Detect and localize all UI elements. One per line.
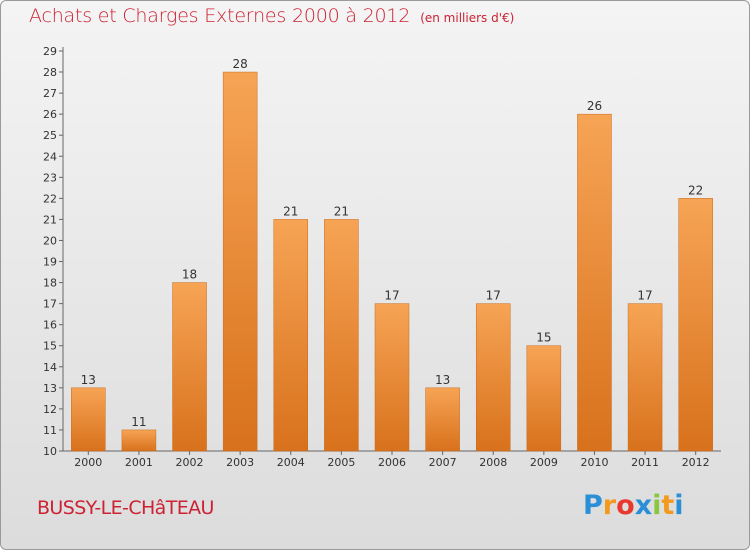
proxiti-logo: Proxiti: [583, 490, 684, 521]
chart-unit-label: (en milliers d'€): [420, 11, 515, 25]
x-tick-label: 2003: [226, 456, 254, 469]
bar: [678, 198, 713, 452]
data-label: 21: [283, 204, 298, 218]
bar: [526, 345, 562, 452]
y-tick-label: 19: [43, 256, 57, 269]
x-tick-label: 2012: [682, 456, 710, 469]
x-tick-label: 2006: [378, 456, 406, 469]
bar: [121, 429, 157, 452]
bar: [273, 219, 309, 452]
y-tick-label: 17: [43, 298, 57, 311]
data-label: 22: [688, 183, 703, 197]
y-tick-label: 13: [43, 382, 57, 395]
x-tick-label: 2010: [580, 456, 608, 469]
data-label: 18: [182, 268, 197, 282]
bar: [222, 71, 258, 452]
place-name: BUSSY-LE-CHâTEAU: [37, 497, 214, 519]
logo-letter: i: [652, 490, 662, 521]
x-tick-label: 2008: [479, 456, 507, 469]
data-label: 26: [587, 99, 602, 113]
y-tick-label: 28: [43, 66, 57, 79]
x-tick-label: 2009: [530, 456, 558, 469]
bar: [627, 303, 663, 452]
bar: [71, 387, 106, 452]
logo-letter: t: [661, 490, 675, 521]
x-tick-label: 2000: [74, 456, 102, 469]
bar: [475, 303, 511, 452]
x-tick-label: 2002: [176, 456, 204, 469]
y-tick-label: 15: [43, 340, 57, 353]
y-tick-label: 21: [43, 213, 57, 226]
y-tick-label: 29: [43, 45, 57, 58]
bar: [425, 387, 460, 452]
x-tick-label: 2004: [277, 456, 305, 469]
bar: [374, 303, 410, 452]
y-tick-label: 23: [43, 171, 57, 184]
y-tick-label: 12: [43, 403, 57, 416]
y-tick-label: 18: [43, 277, 57, 290]
logo-letter: r: [602, 490, 617, 521]
data-label: 15: [536, 331, 551, 345]
data-label: 13: [81, 373, 96, 387]
y-tick-label: 16: [43, 319, 57, 332]
data-label: 17: [384, 289, 399, 303]
x-tick-label: 2011: [631, 456, 659, 469]
bar: [577, 113, 612, 452]
bar: [324, 219, 359, 452]
x-tick-label: 2005: [327, 456, 355, 469]
logo-letter: o: [616, 490, 635, 521]
x-tick-label: 2007: [429, 456, 457, 469]
data-label: 21: [334, 204, 349, 218]
y-tick-label: 25: [43, 129, 57, 142]
data-label: 17: [486, 289, 501, 303]
chart-title-text: Achats et Charges Externes 2000 à 2012: [29, 5, 411, 27]
y-tick-label: 24: [43, 150, 57, 163]
bar: [172, 282, 207, 452]
y-tick-label: 26: [43, 108, 57, 121]
y-tick-label: 20: [43, 234, 57, 247]
data-label: 28: [233, 57, 248, 71]
logo-letter: P: [583, 490, 603, 521]
y-tick-label: 14: [43, 361, 57, 374]
logo-letter: i: [674, 490, 684, 521]
y-tick-label: 11: [43, 424, 57, 437]
x-tick-label: 2001: [125, 456, 153, 469]
y-tick-label: 22: [43, 192, 57, 205]
logo-letter: x: [634, 490, 653, 521]
chart-title: Achats et Charges Externes 2000 à 2012 (e…: [29, 5, 514, 27]
y-tick-label: 10: [43, 445, 57, 458]
data-label: 13: [435, 373, 450, 387]
data-label: 17: [637, 289, 652, 303]
data-label: 11: [131, 415, 146, 429]
y-tick-label: 27: [43, 87, 57, 100]
